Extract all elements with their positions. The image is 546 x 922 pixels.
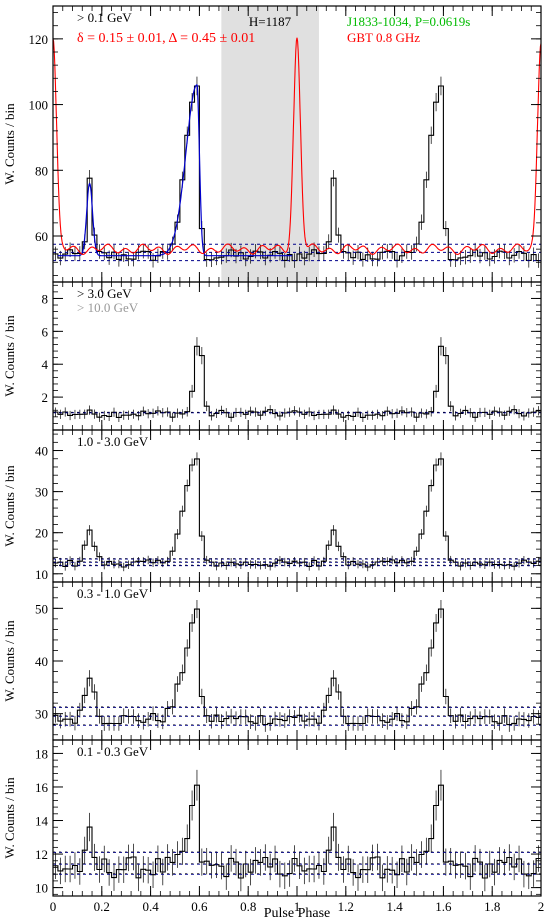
histogram-line <box>53 608 541 726</box>
histogram-line <box>53 784 541 879</box>
y-tick-label: 20 <box>35 526 48 541</box>
x-tick-label: 0.2 <box>94 899 110 914</box>
y-tick-label: 80 <box>35 163 48 178</box>
energy-label-secondary: > 10.0 GeV <box>77 300 139 315</box>
y-axis-label: W. Counts / bin <box>2 620 17 702</box>
x-tick-label: 0.4 <box>142 899 159 914</box>
histogram-line <box>53 345 541 418</box>
histogram <box>53 452 541 572</box>
histogram <box>53 769 541 892</box>
energy-label: > 3.0 GeV <box>77 286 132 301</box>
x-tick-label: 0.6 <box>191 899 208 914</box>
y-axis-label: W. Counts / bin <box>2 315 17 397</box>
panel-2: 10 20 30 40 W. Counts / bin 1.0 - 3.0 GeV <box>2 429 542 583</box>
energy-label: 0.3 - 1.0 GeV <box>77 586 149 601</box>
y-tick-label: 14 <box>35 814 49 829</box>
y-tick-label: 8 <box>42 291 49 306</box>
y-axis-label: W. Counts / bin <box>2 465 17 547</box>
x-tick-label: 1.4 <box>386 899 403 914</box>
fit-curve <box>57 84 293 257</box>
pulsar-label: J1833-1034, P=0.0619s <box>347 14 470 29</box>
y-tick-label: 50 <box>35 601 48 616</box>
radio-label: GBT 0.8 GHz <box>347 30 420 45</box>
y-tick-label: 6 <box>42 324 49 339</box>
y-tick-label: 60 <box>35 229 48 244</box>
y-tick-label: 40 <box>35 654 48 669</box>
energy-label: > 0.1 GeV <box>77 10 132 25</box>
y-tick-label: 30 <box>35 485 48 500</box>
histogram-line <box>53 458 541 568</box>
x-tick-label: 1.2 <box>338 899 354 914</box>
y-axis-label: W. Counts / bin <box>2 777 17 859</box>
x-tick-label: 1.8 <box>484 899 500 914</box>
x-axis-label: Pulse Phase <box>264 906 331 921</box>
fit-curves <box>53 37 541 257</box>
x-tick-label: 2 <box>538 899 545 914</box>
panel-3: 30 40 50 W. Counts / bin 0.3 - 1.0 GeV <box>2 581 542 741</box>
htest-label: H=1187 <box>249 14 292 29</box>
y-axis-label: W. Counts / bin <box>2 103 17 185</box>
panel-1: 2 4 6 8 W. Counts / bin > 3.0 GeV> 10.0 GeV <box>2 281 542 431</box>
y-tick-label: 40 <box>35 444 48 459</box>
x-tick-label: 0 <box>50 899 57 914</box>
histogram <box>53 337 541 422</box>
fit-params-label: δ = 0.15 ± 0.01, Δ = 0.45 ± 0.01 <box>77 31 255 46</box>
x-tick-label: 0.8 <box>240 899 256 914</box>
energy-label: 1.0 - 3.0 GeV <box>77 434 149 449</box>
histogram <box>53 600 541 732</box>
y-tick-label: 10 <box>35 881 48 896</box>
x-tick-label: 1 <box>294 899 301 914</box>
y-tick-label: 12 <box>35 847 48 862</box>
y-tick-label: 4 <box>42 357 49 372</box>
off-pulse-shaded-region <box>221 6 319 282</box>
y-tick-label: 16 <box>35 780 49 795</box>
y-tick-label: 10 <box>35 567 48 582</box>
y-tick-label: 30 <box>35 707 48 722</box>
energy-label: 0.1 - 0.3 GeV <box>77 744 149 759</box>
y-tick-label: 2 <box>42 390 49 405</box>
y-tick-label: 18 <box>35 746 48 761</box>
radio-profile-line <box>53 37 541 255</box>
x-tick-label: 1.6 <box>435 899 452 914</box>
y-tick-label: 100 <box>29 98 49 113</box>
histogram-line <box>53 85 541 262</box>
panel-0: 60 80 100 120 W. Counts / bin > 0.1 GeV H=1187… <box>2 5 542 283</box>
y-tick-label: 120 <box>29 32 49 47</box>
